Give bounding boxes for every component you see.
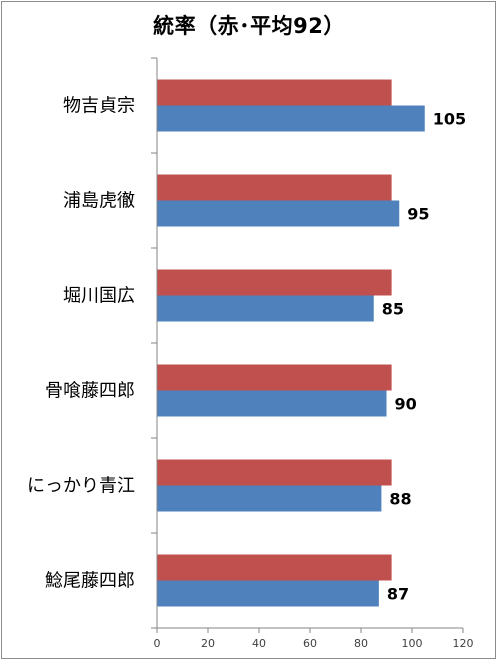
data-label: 87 (387, 585, 409, 604)
category-label: 浦島虎徹 (63, 191, 135, 212)
bar-series-1-6 (157, 554, 392, 581)
bar-series-2-2 (157, 200, 400, 227)
category-label: 鯰尾藤四郎 (45, 571, 135, 592)
category-label: 物吉貞宗 (63, 96, 135, 117)
bars-layer (157, 79, 425, 607)
labels-layer: 105 物吉貞宗 95 浦島虎徹 85 堀川国広 90 骨喰藤四郎 88 にっかり青江 87 鯰尾藤四… (27, 96, 474, 651)
bar-series-1-2 (157, 174, 392, 201)
x-tick-label: 60 (303, 637, 317, 650)
category-label: 堀川国広 (63, 286, 135, 307)
x-tick-label: 0 (154, 637, 161, 650)
bar-series-1-1 (157, 79, 392, 106)
bar-series-2-5 (157, 485, 382, 512)
bar-series-1-5 (157, 459, 392, 486)
chart-title: 統率（赤･平均92） (153, 14, 345, 38)
bar-series-2-3 (157, 295, 374, 322)
data-label: 90 (395, 395, 417, 414)
bar-series-1-3 (157, 269, 392, 296)
bar-series-2-6 (157, 580, 379, 607)
bar-series-1-4 (157, 364, 392, 391)
x-tick-label: 120 (453, 637, 474, 650)
category-label: 骨喰藤四郎 (45, 381, 135, 402)
x-tick-label: 80 (354, 637, 368, 650)
data-label: 88 (389, 490, 411, 509)
axes-layer (151, 57, 464, 633)
data-label: 95 (407, 205, 429, 224)
category-label: にっかり青江 (27, 476, 135, 497)
x-tick-label: 100 (402, 637, 423, 650)
data-label: 105 (433, 110, 466, 129)
bar-series-2-1 (157, 105, 425, 132)
bar-series-2-4 (157, 390, 387, 417)
x-tick-label: 20 (201, 637, 215, 650)
data-label: 85 (382, 300, 404, 319)
x-tick-label: 40 (252, 637, 266, 650)
